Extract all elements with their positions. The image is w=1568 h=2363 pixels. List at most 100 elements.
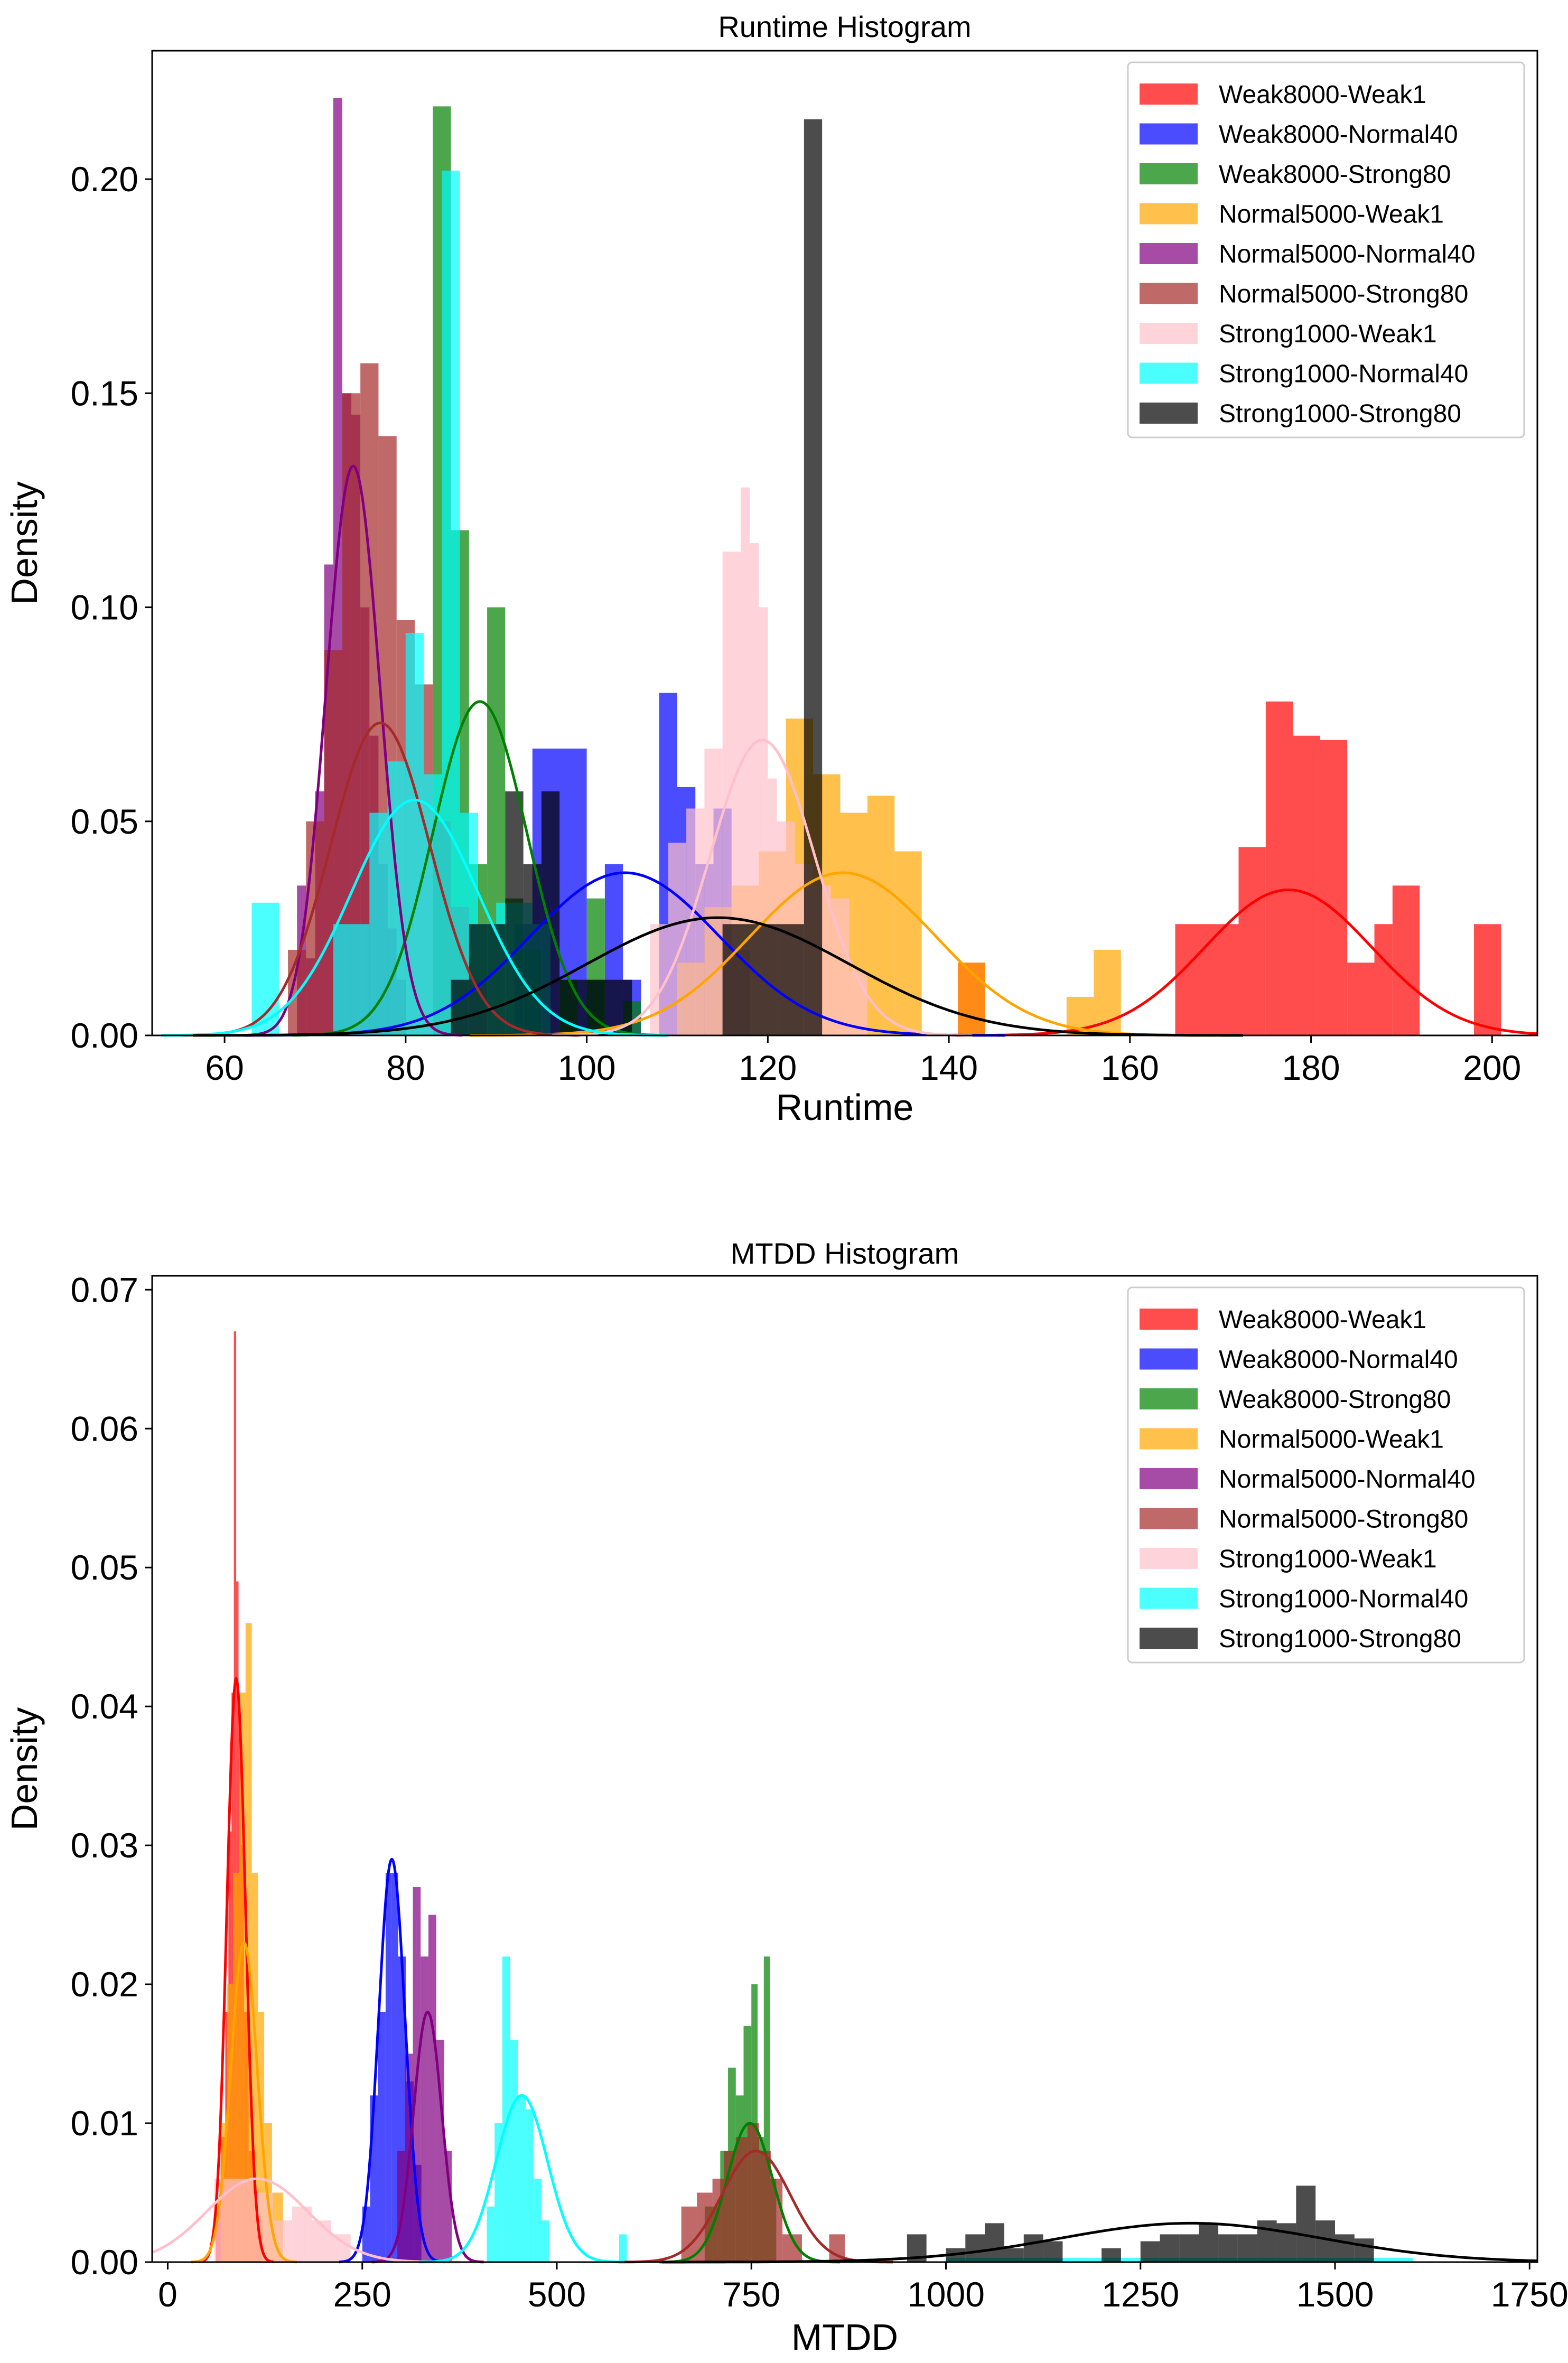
y-tick-label: 0.05 — [71, 1548, 138, 1587]
kde-line — [419, 2094, 625, 2264]
legend-swatch — [1140, 123, 1198, 145]
series-Normal5000-Strong80 — [681, 2123, 845, 2262]
bar — [759, 2151, 771, 2262]
kde-line — [244, 464, 462, 1037]
x-tick-label: 250 — [333, 2275, 391, 2314]
legend-label: Strong1000-Normal40 — [1219, 360, 1468, 388]
bar — [1102, 2248, 1121, 2262]
kde-line — [291, 700, 668, 1037]
legend-swatch — [1140, 203, 1198, 225]
bar — [1276, 2223, 1296, 2262]
legend-swatch — [1140, 1388, 1198, 1409]
legend-swatch — [1140, 283, 1198, 304]
legend-swatch — [1140, 323, 1198, 344]
series-Strong1000-Strong80 — [907, 2185, 1374, 2262]
y-tick-label: 0.01 — [71, 2104, 138, 2143]
y-axis-label: Density — [4, 481, 45, 604]
chart-2: 0 250 500 750 1000 1250 1500 1750 0.00 0.01 0.02 0.… — [4, 1237, 1568, 2358]
legend-swatch — [1140, 1428, 1198, 1450]
bar — [505, 791, 524, 1035]
legend-swatch — [1140, 83, 1198, 105]
bar — [1004, 2248, 1024, 2262]
chart-title: Runtime Histogram — [718, 10, 971, 43]
legend-swatch — [1140, 1548, 1198, 1569]
bar — [518, 2095, 526, 2262]
kde-line — [619, 2150, 893, 2264]
bar — [1140, 2241, 1160, 2262]
legend-label: Normal5000-Strong80 — [1219, 281, 1468, 309]
bar — [333, 924, 352, 1035]
legend-swatch — [1140, 1587, 1198, 1609]
bar — [958, 963, 985, 1035]
bar — [735, 2137, 748, 2262]
bar — [1347, 963, 1375, 1035]
legend-label: Strong1000-Strong80 — [1219, 400, 1461, 428]
bar — [1392, 885, 1420, 1035]
x-tick-label: 140 — [920, 1048, 978, 1087]
y-tick-label: 0.10 — [71, 588, 138, 627]
bar — [894, 851, 922, 1035]
x-tick-label: 80 — [386, 1048, 425, 1087]
bar — [1354, 2238, 1374, 2262]
y-tick-label: 0.20 — [71, 160, 138, 199]
legend-label: Weak8000-Strong80 — [1219, 161, 1451, 189]
bar — [292, 2206, 312, 2262]
kde-line — [193, 916, 1243, 1037]
x-tick-label: 160 — [1101, 1048, 1159, 1087]
x-tick-label: 0 — [158, 2275, 178, 2314]
x-tick-label: 500 — [528, 2275, 586, 2314]
legend-swatch — [1140, 1309, 1198, 1330]
bar — [351, 924, 370, 1035]
kde-line — [659, 2122, 841, 2264]
y-tick-label: 0.00 — [71, 1016, 138, 1055]
y-tick-label: 0.05 — [71, 802, 138, 841]
bar — [428, 1914, 436, 2262]
bar — [541, 2220, 549, 2262]
x-tick-label: 180 — [1282, 1048, 1340, 1087]
bar — [331, 2234, 351, 2262]
x-tick-label: 1000 — [907, 2275, 985, 2314]
axes-frame — [151, 50, 1538, 1036]
legend-label: Normal5000-Normal40 — [1219, 240, 1476, 268]
bar — [740, 487, 750, 1035]
bar — [311, 2220, 331, 2262]
bar — [985, 2223, 1004, 2262]
bar — [1474, 924, 1501, 1035]
legend-label: Normal5000-Weak1 — [1219, 1426, 1444, 1454]
x-tick-label: 100 — [558, 1048, 616, 1087]
bar — [1043, 2241, 1063, 2262]
bar — [245, 1623, 252, 2262]
bar — [750, 543, 759, 1035]
x-tick-label: 60 — [205, 1048, 244, 1087]
bar — [1023, 2234, 1043, 2262]
x-tick-label: 1250 — [1102, 2275, 1179, 2314]
bar — [234, 1331, 237, 2262]
bar — [747, 2123, 759, 2262]
x-axis-label: Runtime — [776, 1087, 914, 1128]
bar — [523, 864, 542, 1035]
bar — [378, 2012, 386, 2262]
bar — [451, 979, 469, 1035]
bar — [502, 1956, 510, 2262]
y-axis-label: Density — [4, 1707, 45, 1830]
legend-label: Weak8000-Weak1 — [1219, 81, 1426, 109]
legend-label: Weak8000-Normal40 — [1219, 1346, 1458, 1374]
legend-swatch — [1140, 1348, 1198, 1370]
legend-label: Strong1000-Weak1 — [1219, 1545, 1437, 1573]
bar — [227, 1984, 234, 2262]
legend-label: Normal5000-Strong80 — [1219, 1506, 1468, 1534]
kde-line — [161, 798, 668, 1037]
legend-frame — [1127, 61, 1525, 438]
bar — [1238, 847, 1266, 1035]
kde-line — [371, 2011, 484, 2264]
bar — [1257, 2220, 1277, 2262]
chart-title: MTDD Histogram — [731, 1237, 959, 1270]
series-Weak8000-Weak1 — [958, 701, 1501, 1035]
bar — [1296, 2185, 1316, 2262]
bar — [1218, 2234, 1238, 2262]
bar — [306, 821, 324, 1035]
bar — [391, 1873, 398, 2262]
legend-swatch — [1140, 243, 1198, 264]
legend-swatch — [1140, 1628, 1198, 1649]
legend-label: Normal5000-Normal40 — [1219, 1465, 1476, 1493]
